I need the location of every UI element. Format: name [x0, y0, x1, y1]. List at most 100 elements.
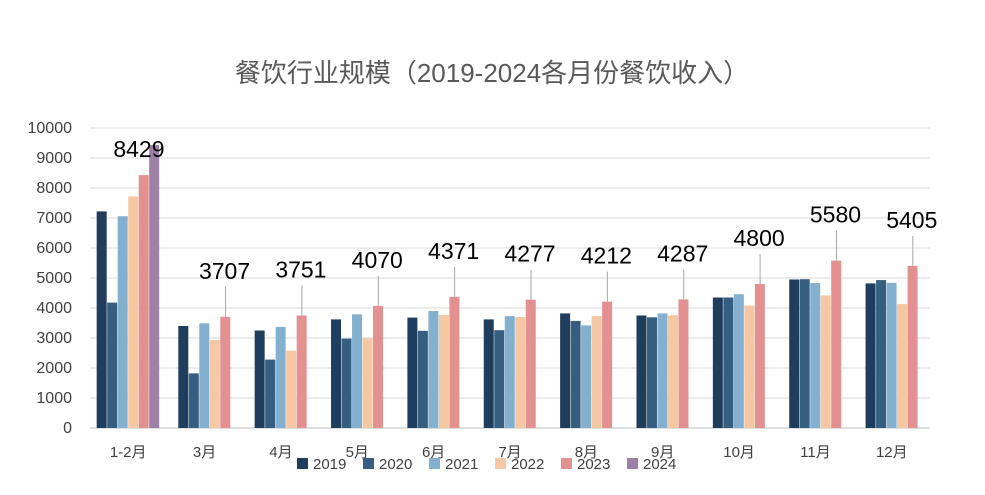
x-category-label: 7月 — [498, 444, 521, 461]
bar — [331, 319, 342, 428]
x-category-label: 12月 — [876, 444, 908, 461]
bar — [646, 317, 657, 428]
bar — [341, 338, 352, 428]
bar — [907, 265, 918, 428]
bar — [789, 279, 800, 428]
bar — [428, 311, 439, 428]
y-tick-label: 2000 — [36, 360, 72, 377]
bar — [352, 314, 363, 428]
bar — [373, 305, 384, 428]
y-tick-label: 7000 — [36, 210, 72, 227]
bar — [494, 330, 505, 428]
bar — [417, 330, 428, 428]
bar — [407, 317, 418, 428]
legend-label: 2019 — [313, 456, 346, 473]
bar — [138, 175, 149, 428]
bar — [712, 297, 723, 428]
x-category-label: 8月 — [575, 444, 598, 461]
bar — [515, 317, 526, 428]
x-category-label: 3月 — [193, 444, 216, 461]
data-label: 5580 — [810, 202, 861, 228]
bar — [525, 299, 536, 428]
x-category-label: 10月 — [723, 444, 755, 461]
x-axis-categories: 1-2月 3月 4月 5月 6月 7月 8月 9月 10月 11月 12月 — [110, 444, 908, 461]
data-labels: 8429 3707 3751 4070 4371 4277 4212 4287 4800 5580… — [113, 136, 937, 284]
bar — [149, 145, 160, 428]
data-label: 4212 — [581, 243, 632, 269]
bar — [220, 316, 231, 428]
bar — [667, 315, 678, 428]
bar — [733, 294, 744, 428]
data-label: 8429 — [113, 136, 164, 162]
legend-label: 2023 — [577, 456, 610, 473]
bar — [107, 302, 118, 428]
bar — [117, 216, 128, 428]
bar — [275, 326, 286, 428]
x-category-label: 9月 — [651, 444, 674, 461]
bar — [754, 284, 765, 428]
data-label: 4371 — [428, 238, 479, 264]
y-tick-label: 6000 — [36, 240, 72, 257]
bar — [831, 260, 842, 428]
bar — [876, 280, 887, 428]
y-tick-label: 3000 — [36, 330, 72, 347]
y-tick-label: 9000 — [36, 150, 72, 167]
bar — [678, 299, 689, 428]
bar — [560, 313, 571, 428]
data-label-leaders — [225, 230, 914, 317]
data-label: 4070 — [352, 247, 403, 273]
legend-label: 2021 — [445, 456, 478, 473]
bar — [188, 373, 199, 428]
chart-title: 餐饮行业规模（2019-2024各月份餐饮收入） — [235, 58, 749, 88]
bar — [362, 338, 373, 428]
bar — [199, 323, 210, 428]
x-category-label: 5月 — [346, 444, 369, 461]
legend-label: 2020 — [379, 456, 412, 473]
y-tick-label: 8000 — [36, 180, 72, 197]
legend-swatch — [363, 458, 374, 469]
x-category-label: 4月 — [269, 444, 292, 461]
bar — [209, 340, 220, 428]
data-label: 4287 — [657, 240, 708, 266]
bar — [438, 314, 449, 428]
y-axis-ticks: 0 1000 2000 3000 4000 5000 6000 7000 8000 9000 100… — [28, 120, 73, 437]
bar — [886, 282, 897, 428]
legend-swatch — [561, 458, 572, 469]
legend: 2019 2020 2021 2022 2023 2024 — [297, 456, 676, 473]
data-label: 4800 — [734, 225, 785, 251]
legend-label: 2024 — [643, 456, 676, 473]
bar — [636, 315, 647, 428]
bar — [744, 305, 755, 428]
bar — [254, 330, 265, 428]
bar — [799, 279, 810, 428]
y-tick-label: 5000 — [36, 270, 72, 287]
y-tick-label: 0 — [63, 420, 72, 437]
y-tick-label: 1000 — [36, 390, 72, 407]
bar — [96, 211, 107, 428]
legend-swatch — [627, 458, 638, 469]
legend-swatch — [297, 458, 308, 469]
y-tick-label: 10000 — [28, 120, 73, 137]
x-category-label: 11月 — [800, 444, 831, 461]
bar — [178, 326, 189, 428]
bar — [265, 359, 276, 428]
legend-swatch — [495, 458, 506, 469]
bar — [865, 283, 876, 428]
bar — [449, 296, 460, 428]
bar — [570, 320, 581, 428]
bar — [296, 315, 307, 428]
bars — [96, 145, 918, 428]
bar — [286, 350, 297, 428]
bar — [657, 313, 668, 428]
x-category-label: 6月 — [422, 444, 445, 461]
bar — [602, 301, 613, 428]
legend-swatch — [429, 458, 440, 469]
bar — [591, 316, 602, 428]
data-label: 4277 — [504, 241, 555, 267]
bar — [128, 196, 139, 428]
bar — [723, 297, 734, 428]
bar — [581, 325, 592, 428]
bar — [504, 316, 515, 428]
